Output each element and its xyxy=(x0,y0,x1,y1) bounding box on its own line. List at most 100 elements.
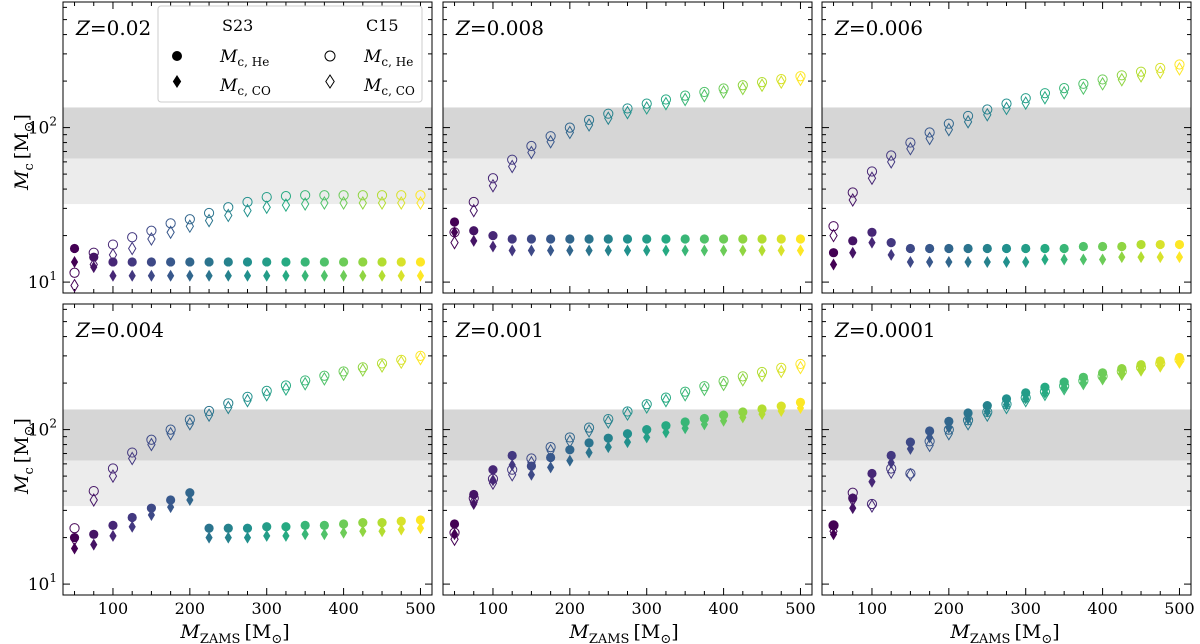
point-s23-he xyxy=(204,523,214,533)
series-0 xyxy=(69,488,426,543)
legend-title-c15: C15 xyxy=(366,16,399,35)
point-s23-co xyxy=(700,244,708,257)
point-c15-co xyxy=(224,208,233,223)
point-c15-co xyxy=(377,359,387,373)
legend: S23 C15 Mc, He Mc, CO Mc, He Mc, CO xyxy=(157,5,423,103)
point-s23-co xyxy=(186,494,194,507)
point-s23-co xyxy=(739,411,747,424)
legend-c15-co-main: M xyxy=(363,76,382,96)
point-s23-he xyxy=(642,234,652,244)
point-s23-co xyxy=(128,269,136,282)
legend-s23-he-main: M xyxy=(219,47,238,67)
point-c15-he xyxy=(718,376,729,387)
x-tick-label: 100 xyxy=(478,599,509,618)
point-c15-he xyxy=(583,114,595,126)
point-s23-he xyxy=(358,518,368,528)
point-s23-he xyxy=(925,243,935,254)
point-s23-he xyxy=(795,234,806,244)
xlabel-col1-main: M xyxy=(179,621,200,643)
point-s23-he xyxy=(848,493,858,503)
x-tick-label: 400 xyxy=(1087,599,1118,618)
point-s23-he xyxy=(127,512,137,523)
point-s23-co xyxy=(70,255,79,268)
point-s23-co xyxy=(1022,392,1030,405)
xlabel-col2-main: M xyxy=(568,621,589,643)
panel-2: Z=0.006 xyxy=(821,1,1192,294)
point-s23-he xyxy=(565,234,575,244)
point-s23-he xyxy=(488,230,498,241)
band-1 xyxy=(63,158,432,205)
point-s23-co xyxy=(167,501,175,514)
point-c15-co xyxy=(185,416,195,431)
point-c15-co xyxy=(527,145,536,160)
legend-marker-s23-co xyxy=(172,75,182,88)
point-s23-he xyxy=(358,257,368,267)
point-c15-he xyxy=(1078,78,1089,89)
point-c15-co xyxy=(680,387,690,402)
point-s23-he xyxy=(642,424,652,435)
point-c15-co xyxy=(623,105,632,120)
point-c15-he xyxy=(300,375,311,386)
point-c15-co xyxy=(1040,90,1050,105)
point-c15-he xyxy=(107,239,119,250)
legend-s23-he-sub: c, He xyxy=(237,55,269,69)
point-c15-he xyxy=(107,463,119,474)
point-c15-co xyxy=(738,81,747,96)
point-s23-he xyxy=(262,522,272,532)
point-c15-co xyxy=(887,154,896,169)
point-s23-co xyxy=(450,226,459,239)
point-c15-co xyxy=(757,368,767,383)
point-c15-co xyxy=(204,408,214,423)
point-s23-he xyxy=(319,257,329,267)
point-c15-co xyxy=(1059,381,1069,396)
point-s23-he xyxy=(1117,241,1127,252)
point-c15-he xyxy=(396,354,407,365)
point-s23-he xyxy=(1059,243,1069,254)
panel-title-value: =0.02 xyxy=(90,16,151,40)
point-s23-he xyxy=(1021,243,1031,254)
point-c15-co xyxy=(584,117,594,132)
point-s23-he xyxy=(603,234,613,244)
legend-label-s23-co: Mc, CO xyxy=(219,76,271,98)
point-c15-co xyxy=(416,351,425,366)
point-c15-co xyxy=(166,225,175,240)
point-c15-he xyxy=(776,74,787,85)
point-c15-co xyxy=(320,371,329,386)
point-c15-he xyxy=(376,190,388,201)
point-s23-co xyxy=(623,436,632,449)
point-c15-co xyxy=(147,232,156,246)
point-s23-he xyxy=(526,461,537,471)
point-c15-he xyxy=(886,463,897,474)
point-c15-he xyxy=(468,493,479,504)
point-c15-he xyxy=(905,137,916,148)
point-s23-co xyxy=(378,269,386,282)
series-1 xyxy=(70,255,425,282)
point-c15-he xyxy=(415,190,426,201)
point-c15-co xyxy=(1002,400,1011,415)
panel-title-var: Z xyxy=(75,318,91,342)
point-s23-co xyxy=(662,244,670,257)
point-c15-he xyxy=(699,86,710,98)
point-s23-he xyxy=(396,257,406,267)
point-s23-he xyxy=(338,257,349,267)
y-tick-label-exp: 2 xyxy=(49,417,57,431)
band-0 xyxy=(822,107,1191,159)
point-c15-he xyxy=(847,187,858,198)
point-c15-he xyxy=(924,127,935,138)
point-c15-he xyxy=(641,98,652,109)
point-s23-he xyxy=(886,238,896,248)
point-c15-he xyxy=(982,406,993,418)
point-c15-co xyxy=(185,219,195,234)
point-c15-he xyxy=(1059,83,1070,94)
point-s23-co xyxy=(359,525,367,538)
point-c15-co xyxy=(925,438,934,453)
panel-frame xyxy=(442,1,813,294)
point-c15-co xyxy=(508,159,517,174)
point-s23-co xyxy=(1002,255,1011,268)
point-c15-co xyxy=(243,203,252,218)
point-c15-co xyxy=(488,476,498,491)
x-tick-label: 100 xyxy=(98,599,129,618)
point-s23-co xyxy=(339,269,348,282)
point-c15-he xyxy=(1135,66,1147,77)
